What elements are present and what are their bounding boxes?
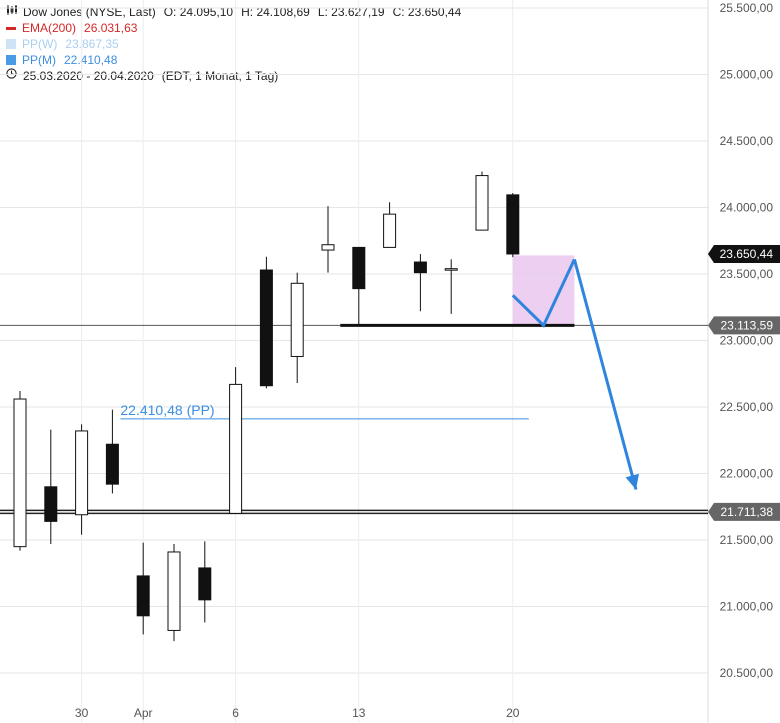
candle-body — [321, 244, 335, 251]
x-tick-label: 30 — [75, 706, 89, 720]
ppm-swatch — [6, 55, 16, 65]
support-tag-label: 21.711,38 — [721, 505, 774, 519]
candle-body — [352, 246, 366, 290]
candle-body — [506, 194, 520, 255]
x-tick-label: 13 — [352, 706, 366, 720]
candle-body — [259, 269, 273, 387]
pattern-zone-box — [512, 255, 575, 326]
candle — [321, 206, 335, 273]
candle — [198, 541, 212, 623]
candle — [105, 409, 119, 494]
x-tick-label: Apr — [134, 706, 153, 720]
projection-arrow-shaft — [572, 258, 638, 490]
pivot-point-label: 22.410,48 (PP) — [120, 402, 214, 418]
projection-path — [511, 258, 576, 328]
candle-body — [198, 567, 212, 601]
candle — [290, 272, 304, 384]
ema-label: EMA(200) — [22, 21, 77, 35]
candle — [136, 542, 150, 635]
x-tick-label: 6 — [232, 706, 239, 720]
ppw-label: PP(W) — [22, 37, 58, 51]
ppm-label: PP(M) — [22, 53, 56, 67]
y-tick-label: 22.500,00 — [720, 400, 774, 414]
legend-ppw-row: PP(W) 23.867,35 — [6, 36, 461, 52]
y-tick-label: 25.000,00 — [720, 68, 774, 82]
y-tick-label: 20.500,00 — [720, 666, 774, 680]
candle — [75, 424, 89, 535]
candle-body — [229, 383, 243, 514]
candle — [383, 202, 397, 248]
candle — [229, 367, 243, 514]
last-price-tag-bg — [708, 244, 780, 263]
candle — [352, 246, 366, 326]
candle-body — [444, 268, 458, 271]
projection-arrow-head — [625, 473, 639, 490]
date-range: 25.03.2020 - 20.04.2020 — [23, 69, 154, 83]
y-tick-label: 21.000,00 — [720, 600, 774, 614]
candle-body — [167, 551, 181, 631]
legend-ema-row: EMA(200) 26.031,63 — [6, 20, 461, 36]
ppw-swatch — [6, 39, 16, 49]
y-tick-label: 21.500,00 — [720, 533, 774, 547]
candle — [259, 256, 273, 389]
candlestick-icon — [6, 4, 18, 20]
x-tick-label: 20 — [506, 706, 520, 720]
candle-body — [136, 575, 150, 617]
candle-body — [475, 175, 489, 231]
level-tag-label: 23.113,59 — [721, 318, 774, 332]
candle — [167, 543, 181, 642]
y-tick-label: 24.000,00 — [720, 201, 774, 215]
range-detail: (EDT, 1 Monat, 1 Tag) — [161, 69, 279, 83]
ppw-value: 23.867,35 — [65, 37, 119, 51]
candle-body — [383, 213, 397, 248]
candle-body — [13, 398, 27, 548]
candle-body — [105, 443, 119, 485]
y-tick-label: 24.500,00 — [720, 134, 774, 148]
ppm-value: 22.410,48 — [64, 53, 118, 67]
candle — [506, 193, 520, 258]
level-tag-bg — [708, 316, 780, 335]
support-tag-bg — [708, 502, 780, 521]
ema-value: 26.031,63 — [84, 21, 138, 35]
y-tick-label: 25.500,00 — [720, 1, 774, 15]
candle-body — [44, 486, 58, 522]
last-price-tag-label: 23.650,44 — [720, 247, 774, 261]
y-tick-label: 23.500,00 — [720, 267, 774, 281]
legend-ppm-row: PP(M) 22.410,48 — [6, 52, 461, 68]
candle-body — [75, 430, 89, 516]
candle — [13, 391, 27, 551]
candle — [444, 259, 458, 314]
legend-range-row: 25.03.2020 - 20.04.2020 (EDT, 1 Monat, 1… — [6, 68, 461, 84]
ema-swatch — [6, 26, 16, 30]
candle — [475, 171, 489, 231]
candle — [44, 429, 58, 544]
candle-body — [413, 261, 427, 274]
y-tick-label: 22.000,00 — [720, 467, 774, 481]
candle-body — [290, 282, 304, 357]
candle — [413, 254, 427, 312]
y-tick-label: 23.000,00 — [720, 334, 774, 348]
